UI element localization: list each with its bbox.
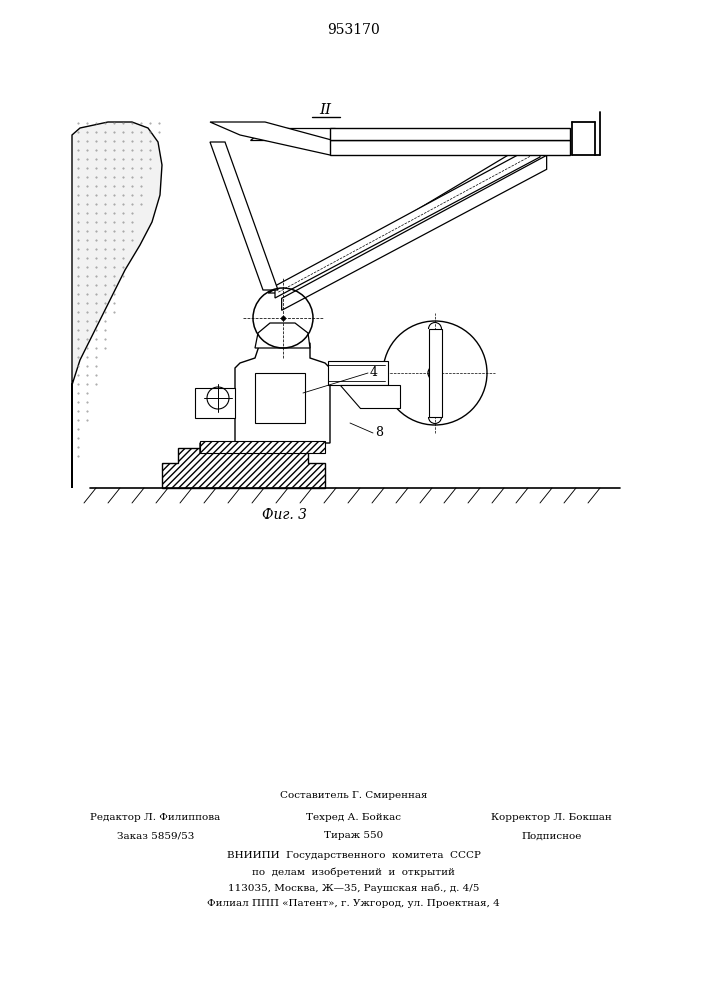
Polygon shape: [195, 388, 235, 418]
Polygon shape: [162, 448, 325, 488]
Polygon shape: [255, 323, 310, 348]
Text: Редактор Л. Филиппова: Редактор Л. Филиппова: [90, 813, 221, 822]
Polygon shape: [268, 145, 540, 293]
Text: 4: 4: [370, 366, 378, 379]
Text: по  делам  изобретений  и  открытий: по делам изобретений и открытий: [252, 867, 455, 877]
Polygon shape: [330, 128, 570, 140]
Text: 953170: 953170: [327, 23, 380, 37]
Text: ВНИИПИ  Государственного  комитета  СССР: ВНИИПИ Государственного комитета СССР: [226, 851, 481, 860]
Text: 113035, Москва, Ж—35, Раушская наб., д. 4/5: 113035, Москва, Ж—35, Раушская наб., д. …: [228, 883, 479, 893]
Polygon shape: [255, 373, 305, 423]
Text: Техред А. Бойкас: Техред А. Бойкас: [306, 813, 401, 822]
Polygon shape: [281, 155, 547, 310]
Text: Тираж 550: Тираж 550: [324, 831, 383, 840]
Polygon shape: [275, 143, 540, 298]
Polygon shape: [250, 128, 335, 140]
Text: Подписное: Подписное: [521, 831, 582, 840]
Text: Фиг. 3: Фиг. 3: [262, 508, 308, 522]
Polygon shape: [72, 122, 162, 488]
Polygon shape: [340, 385, 400, 408]
Text: II: II: [319, 103, 331, 117]
Polygon shape: [210, 122, 350, 155]
Text: 8: 8: [375, 426, 383, 440]
Text: Заказ 5859/53: Заказ 5859/53: [117, 831, 194, 840]
Polygon shape: [200, 441, 325, 453]
Polygon shape: [200, 343, 330, 453]
Text: Филиал ППП «Патент», г. Ужгород, ул. Проектная, 4: Филиал ППП «Патент», г. Ужгород, ул. Про…: [207, 900, 500, 909]
Polygon shape: [210, 142, 278, 290]
Text: Составитель Г. Смиренная: Составитель Г. Смиренная: [280, 790, 427, 800]
Polygon shape: [328, 361, 388, 385]
Text: Корректор Л. Бокшан: Корректор Л. Бокшан: [491, 813, 612, 822]
Polygon shape: [330, 140, 570, 155]
Polygon shape: [428, 329, 441, 417]
